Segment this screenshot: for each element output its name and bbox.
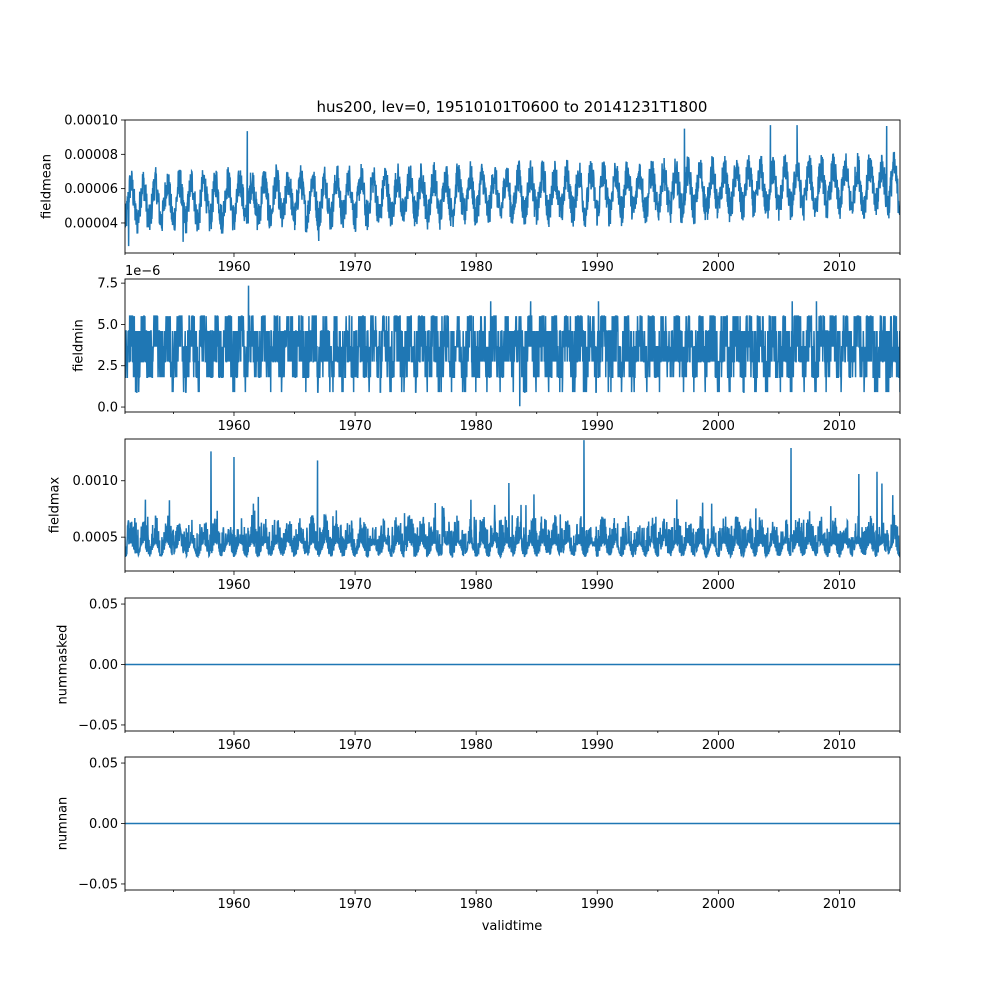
x-tick-label: 2010 [823,897,856,912]
figure-title: hus200, lev=0, 19510101T0600 to 20141231… [317,98,708,116]
x-tick-label: 1990 [581,419,614,434]
x-tick-label: 1980 [460,578,493,593]
y-tick-label: 0.0010 [73,474,119,489]
y-tick-label: 7.5 [97,277,118,292]
y-tick-label: 0.00008 [64,148,118,163]
subplot-nummasked: 1960 1970 1980 1990 2000 2010 −0.05 0.00 0.05 num… [56,598,901,753]
y-axis-label: fieldmax [47,477,62,534]
y-axis-label: fieldmin [72,319,87,372]
axes-frame-fieldmean [124,119,901,254]
y-axis-label: nummasked [56,625,71,705]
series-line-fieldmax [125,440,900,560]
y-tick-label: 0.0 [97,401,118,416]
subplot-numnan: 1960 1970 1980 1990 2000 2010 −0.05 0.00 0.05 num… [56,757,901,912]
y-tick-label: 0.0005 [73,531,119,546]
y-tick-label: 0.00 [89,658,118,673]
x-tick-label: 1960 [217,738,250,753]
x-tick-label: 2010 [823,578,856,593]
y-tick-label: −0.05 [78,877,118,892]
subplot-fieldmax: 1960 1970 1980 1990 2000 2010 0.0005 0.0010 fiel… [47,438,901,593]
x-tick-label: 1960 [217,419,250,434]
x-tick-label: 1960 [217,260,250,275]
x-axis-label: validtime [482,919,543,934]
x-tick-label: 1970 [339,578,372,593]
y-tick-label: −0.05 [78,718,118,733]
x-tick-label: 1970 [339,897,372,912]
x-tick-label: 1970 [339,738,372,753]
x-tick-label: 1990 [581,897,614,912]
y-tick-label: 0.00010 [64,114,118,129]
series-line-fieldmin [125,285,900,407]
x-tick-label: 1990 [581,578,614,593]
x-tick-label: 1990 [581,260,614,275]
axes-frame-fieldmin [124,278,901,413]
x-tick-label: 1960 [217,897,250,912]
y-tick-label: 0.00006 [64,182,118,197]
x-tick-label: 1980 [460,419,493,434]
x-tick-label: 2000 [702,897,735,912]
x-tick-label: 2000 [702,419,735,434]
y-tick-label: 2.5 [97,359,118,374]
x-tick-label: 2000 [702,578,735,593]
x-tick-label: 1990 [581,738,614,753]
x-tick-label: 2010 [823,260,856,275]
x-tick-label: 1980 [460,738,493,753]
x-tick-label: 2000 [702,260,735,275]
x-tick-label: 1980 [460,897,493,912]
y-axis-label: numnan [56,797,71,851]
subplots: 1960 1970 1980 1990 2000 2010 0.00004 0.00006 0.… [39,114,901,912]
y-tick-label: 5.0 [97,318,118,333]
x-tick-label: 1980 [460,260,493,275]
x-tick-label: 2010 [823,738,856,753]
subplot-fieldmean: 1960 1970 1980 1990 2000 2010 0.00004 0.00006 0.… [39,114,901,275]
x-tick-label: 1970 [339,260,372,275]
x-tick-label: 1960 [217,578,250,593]
y-offset-text: 1e−6 [125,264,160,279]
x-tick-label: 1970 [339,419,372,434]
y-tick-label: 0.05 [89,598,118,613]
y-tick-label: 0.00 [89,817,118,832]
series-line-fieldmean [125,125,900,247]
subplot-fieldmin: 1960 1970 1980 1990 2000 2010 0.0 2.5 5.0 7.5 1e−6… [72,264,901,434]
y-tick-label: 0.05 [89,757,118,772]
y-axis-label: fieldmean [39,154,54,219]
x-tick-label: 2000 [702,738,735,753]
x-tick-label: 2010 [823,419,856,434]
y-tick-label: 0.00004 [64,216,118,231]
axes-frame-fieldmax [124,438,901,572]
